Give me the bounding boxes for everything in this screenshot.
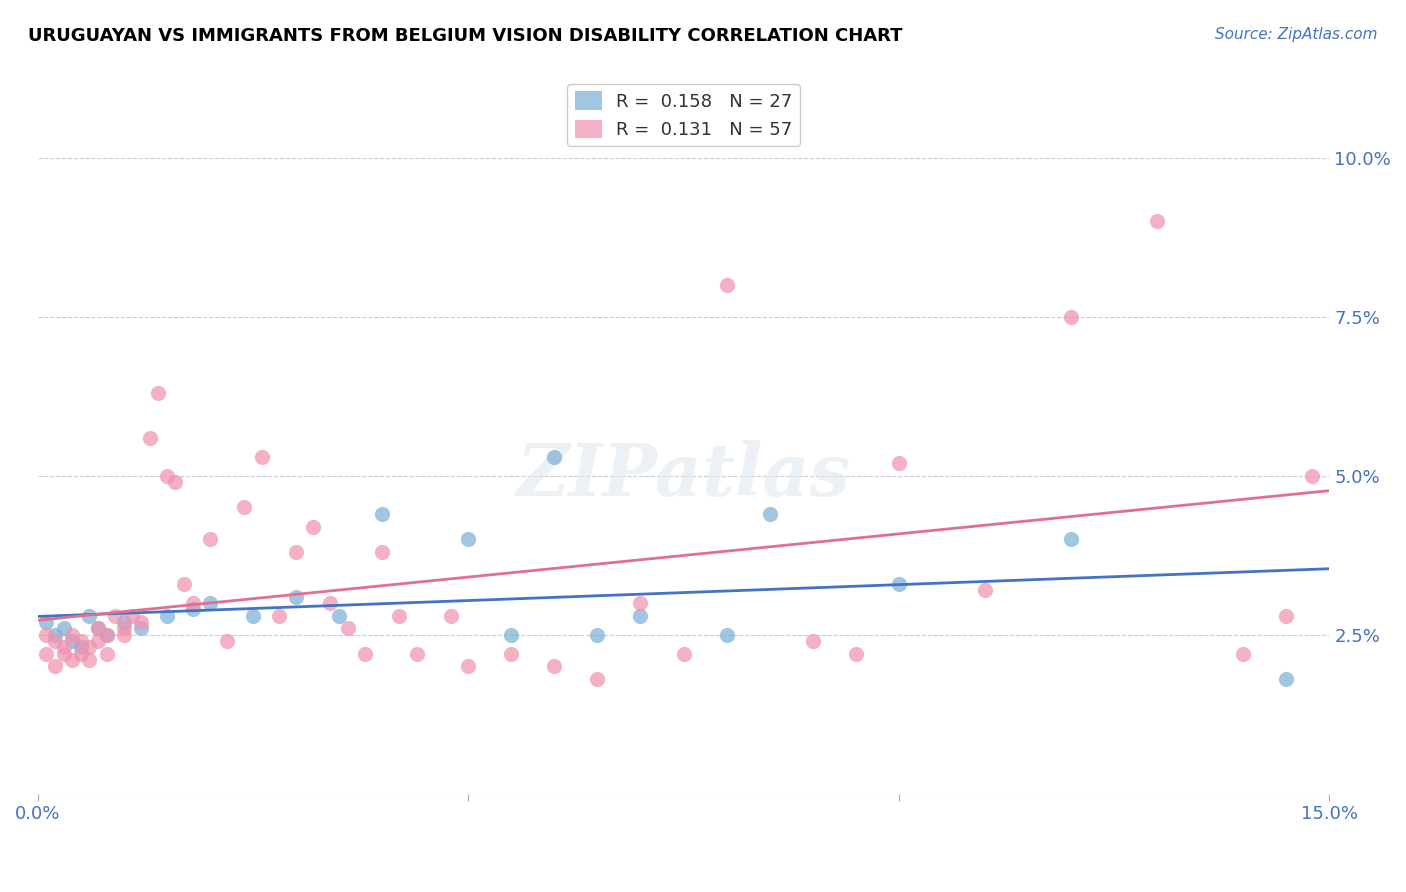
Point: [79, 608, 101, 623]
Point: [457, 533, 479, 547]
Point: [112, 615, 135, 629]
Point: [354, 647, 377, 661]
Point: [181, 602, 204, 616]
Point: [181, 596, 204, 610]
Point: [328, 608, 350, 623]
Point: [156, 608, 179, 623]
Point: [319, 596, 342, 610]
Point: [371, 545, 394, 559]
Point: [96, 628, 118, 642]
Text: ZIPatlas: ZIPatlas: [516, 440, 851, 511]
Point: [52, 647, 75, 661]
Point: [87, 621, 110, 635]
Point: [672, 647, 695, 661]
Text: Source: ZipAtlas.com: Source: ZipAtlas.com: [1215, 27, 1378, 42]
Point: [96, 647, 118, 661]
Point: [1301, 468, 1323, 483]
Point: [198, 533, 221, 547]
Point: [52, 640, 75, 655]
Point: [440, 608, 463, 623]
Point: [104, 608, 127, 623]
Point: [87, 621, 110, 635]
Point: [302, 519, 325, 533]
Point: [79, 653, 101, 667]
Point: [716, 628, 738, 642]
Point: [52, 621, 75, 635]
Point: [217, 634, 239, 648]
Point: [501, 647, 523, 661]
Point: [845, 647, 868, 661]
Point: [156, 468, 179, 483]
Point: [1060, 310, 1083, 324]
Point: [173, 576, 195, 591]
Point: [716, 277, 738, 292]
Point: [138, 431, 160, 445]
Point: [543, 659, 565, 673]
Point: [887, 456, 910, 470]
Point: [44, 659, 66, 673]
Point: [112, 621, 135, 635]
Point: [44, 628, 66, 642]
Point: [129, 615, 152, 629]
Point: [543, 450, 565, 464]
Point: [35, 647, 58, 661]
Point: [233, 500, 256, 515]
Point: [35, 628, 58, 642]
Point: [1060, 533, 1083, 547]
Point: [630, 596, 652, 610]
Point: [974, 583, 997, 598]
Point: [1275, 672, 1298, 686]
Point: [60, 653, 83, 667]
Point: [501, 628, 523, 642]
Point: [69, 647, 91, 661]
Point: [129, 621, 152, 635]
Point: [630, 608, 652, 623]
Point: [405, 647, 427, 661]
Point: [285, 590, 308, 604]
Point: [887, 576, 910, 591]
Point: [96, 628, 118, 642]
Point: [1275, 608, 1298, 623]
Point: [801, 634, 824, 648]
Point: [371, 507, 394, 521]
Point: [60, 628, 83, 642]
Point: [285, 545, 308, 559]
Text: URUGUAYAN VS IMMIGRANTS FROM BELGIUM VISION DISABILITY CORRELATION CHART: URUGUAYAN VS IMMIGRANTS FROM BELGIUM VIS…: [28, 27, 903, 45]
Point: [242, 608, 264, 623]
Point: [1232, 647, 1254, 661]
Point: [198, 596, 221, 610]
Point: [69, 640, 91, 655]
Point: [267, 608, 290, 623]
Point: [112, 628, 135, 642]
Point: [388, 608, 411, 623]
Point: [60, 634, 83, 648]
Point: [44, 634, 66, 648]
Point: [69, 634, 91, 648]
Point: [148, 386, 170, 401]
Point: [586, 672, 609, 686]
Point: [79, 640, 101, 655]
Point: [35, 615, 58, 629]
Point: [1146, 214, 1168, 228]
Point: [586, 628, 609, 642]
Point: [758, 507, 780, 521]
Point: [87, 634, 110, 648]
Point: [165, 475, 187, 489]
Point: [121, 608, 143, 623]
Point: [250, 450, 273, 464]
Point: [457, 659, 479, 673]
Point: [336, 621, 359, 635]
Legend: R =  0.158   N = 27, R =  0.131   N = 57: R = 0.158 N = 27, R = 0.131 N = 57: [568, 84, 800, 146]
